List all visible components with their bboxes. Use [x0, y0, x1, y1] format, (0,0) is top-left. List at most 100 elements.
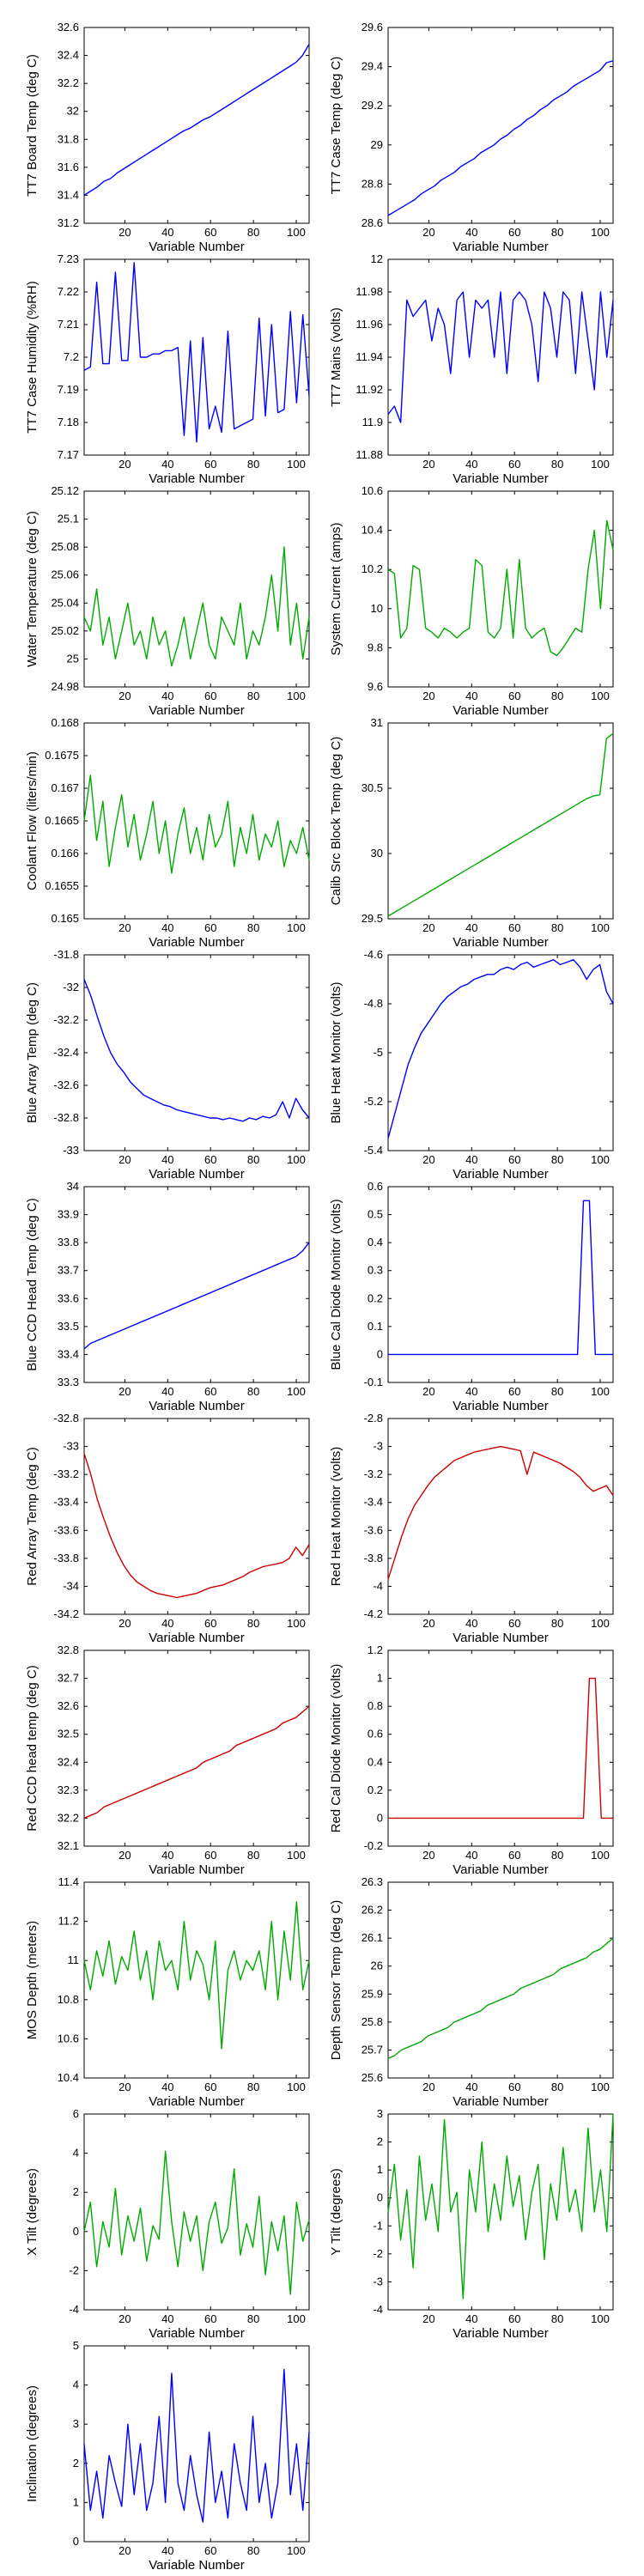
- y-tick-label: 11.2: [58, 1915, 79, 1928]
- y-tick-label: 25.7: [361, 2043, 383, 2056]
- x-tick-label: 60: [204, 690, 216, 702]
- y-tick-label: 3: [377, 2107, 383, 2120]
- x-axis-label: Variable Number: [453, 240, 548, 254]
- y-tick-label: -32.8: [53, 1111, 79, 1124]
- y-tick-label: 0.8: [368, 1699, 383, 1712]
- series-line: [388, 1677, 613, 1820]
- y-tick-label: 31.6: [58, 161, 79, 173]
- y-tick-label: -4: [373, 2303, 383, 2316]
- x-tick-label: 40: [161, 2544, 173, 2557]
- x-axis-label: Variable Number: [149, 1167, 244, 1182]
- y-tick-label: 7.2: [64, 350, 79, 363]
- y-tick-label: 33.5: [58, 1320, 79, 1333]
- x-axis-label: Variable Number: [149, 2558, 244, 2573]
- x-tick-label: 60: [204, 1153, 216, 1166]
- y-axis-label: Inclination (degrees): [25, 2385, 39, 2502]
- series-line: [387, 291, 614, 423]
- y-tick-label: 25.1: [58, 513, 79, 526]
- x-tick-label: 80: [551, 690, 563, 702]
- y-tick-label: 12: [371, 252, 383, 265]
- y-tick-label: 0.1: [368, 1320, 383, 1333]
- x-tick-label: 60: [508, 1153, 520, 1166]
- y-tick-label: -31.8: [53, 948, 79, 961]
- x-tick-label: 40: [161, 2081, 173, 2093]
- y-tick-label: -32.4: [53, 1046, 79, 1059]
- y-axis-label: Blue Heat Monitor (volts): [329, 981, 343, 1123]
- y-tick-label: 0.1675: [45, 749, 79, 762]
- y-tick-label: -2.8: [364, 1412, 383, 1425]
- y-tick-label: -5.2: [364, 1095, 383, 1108]
- y-tick-label: 30: [371, 847, 383, 860]
- y-tick-label: 25.04: [51, 596, 79, 609]
- x-axis-label: Variable Number: [149, 1631, 244, 1645]
- x-tick-label: 100: [591, 690, 610, 702]
- y-tick-label: -32.8: [53, 1412, 79, 1425]
- x-axis-label: Variable Number: [149, 2094, 244, 2109]
- y-tick-label: 32.6: [58, 21, 79, 33]
- x-tick-label: 40: [465, 2312, 477, 2325]
- y-tick-label: 11.92: [355, 383, 383, 396]
- x-tick-label: 40: [465, 1849, 477, 1862]
- y-tick-label: -5.4: [364, 1144, 383, 1157]
- y-tick-label: -3.6: [364, 1523, 383, 1536]
- y-tick-label: 25.02: [51, 624, 79, 637]
- y-tick-label: 0.2: [368, 1783, 383, 1796]
- series-line: [83, 1242, 310, 1350]
- x-axis-label: Variable Number: [453, 703, 548, 718]
- x-tick-label: 60: [508, 2081, 520, 2093]
- x-tick-label: 80: [247, 226, 259, 239]
- y-tick-label: 31: [371, 716, 383, 729]
- x-tick-label: 100: [287, 1385, 306, 1398]
- series-line: [387, 732, 614, 917]
- y-axis-label: Blue Array Temp (deg C): [25, 982, 39, 1123]
- x-tick-label: 60: [508, 1617, 520, 1630]
- y-tick-label: 25.06: [51, 568, 79, 581]
- y-tick-label: 26.3: [361, 1875, 383, 1888]
- y-tick-label: 32: [67, 105, 79, 118]
- x-tick-label: 100: [287, 2544, 306, 2557]
- x-tick-label: 40: [161, 690, 173, 702]
- y-tick-label: -3: [373, 1440, 383, 1453]
- y-tick-label: 30.5: [361, 781, 383, 794]
- y-tick-label: -5: [373, 1046, 383, 1059]
- x-tick-label: 40: [161, 2312, 173, 2325]
- y-axis-label: Red Heat Monitor (volts): [329, 1447, 343, 1587]
- x-axis-label: Variable Number: [149, 703, 244, 718]
- series-line: [387, 2113, 614, 2300]
- y-axis-label: TT7 Case Temp (deg C): [329, 57, 343, 195]
- y-tick-label: -33.8: [53, 1552, 79, 1564]
- y-tick-label: 0.6: [368, 1728, 383, 1741]
- x-tick-label: 100: [591, 2081, 610, 2093]
- y-tick-label: -2: [69, 2263, 79, 2276]
- x-tick-label: 60: [508, 1849, 520, 1862]
- y-tick-label: 10.4: [58, 2071, 79, 2084]
- y-tick-label: -33: [63, 1440, 79, 1453]
- y-tick-label: 0.1665: [45, 814, 79, 827]
- y-tick-label: 0.4: [368, 1236, 383, 1249]
- axes-frame: [387, 1418, 614, 1615]
- axes-frame: [83, 27, 310, 224]
- axes-frame: [387, 1186, 614, 1383]
- x-tick-label: 100: [591, 2312, 610, 2325]
- y-axis-label: TT7 Mains (volts): [329, 307, 343, 407]
- y-tick-label: 0: [73, 2535, 79, 2548]
- x-tick-label: 20: [118, 690, 131, 702]
- x-tick-label: 40: [465, 1385, 477, 1398]
- x-axis-label: Variable Number: [453, 471, 548, 486]
- y-tick-label: 25.9: [361, 1987, 383, 2000]
- y-axis-label: Calib Src Block Temp (deg C): [329, 737, 343, 905]
- x-tick-label: 20: [118, 1385, 131, 1398]
- x-axis-label: Variable Number: [453, 1862, 548, 1877]
- y-tick-label: 5: [73, 2339, 79, 2352]
- x-tick-label: 20: [118, 1153, 131, 1166]
- y-tick-label: 0: [377, 1811, 383, 1824]
- x-tick-label: 60: [508, 2312, 520, 2325]
- x-tick-label: 20: [118, 1617, 131, 1630]
- y-tick-label: 0.167: [51, 781, 79, 794]
